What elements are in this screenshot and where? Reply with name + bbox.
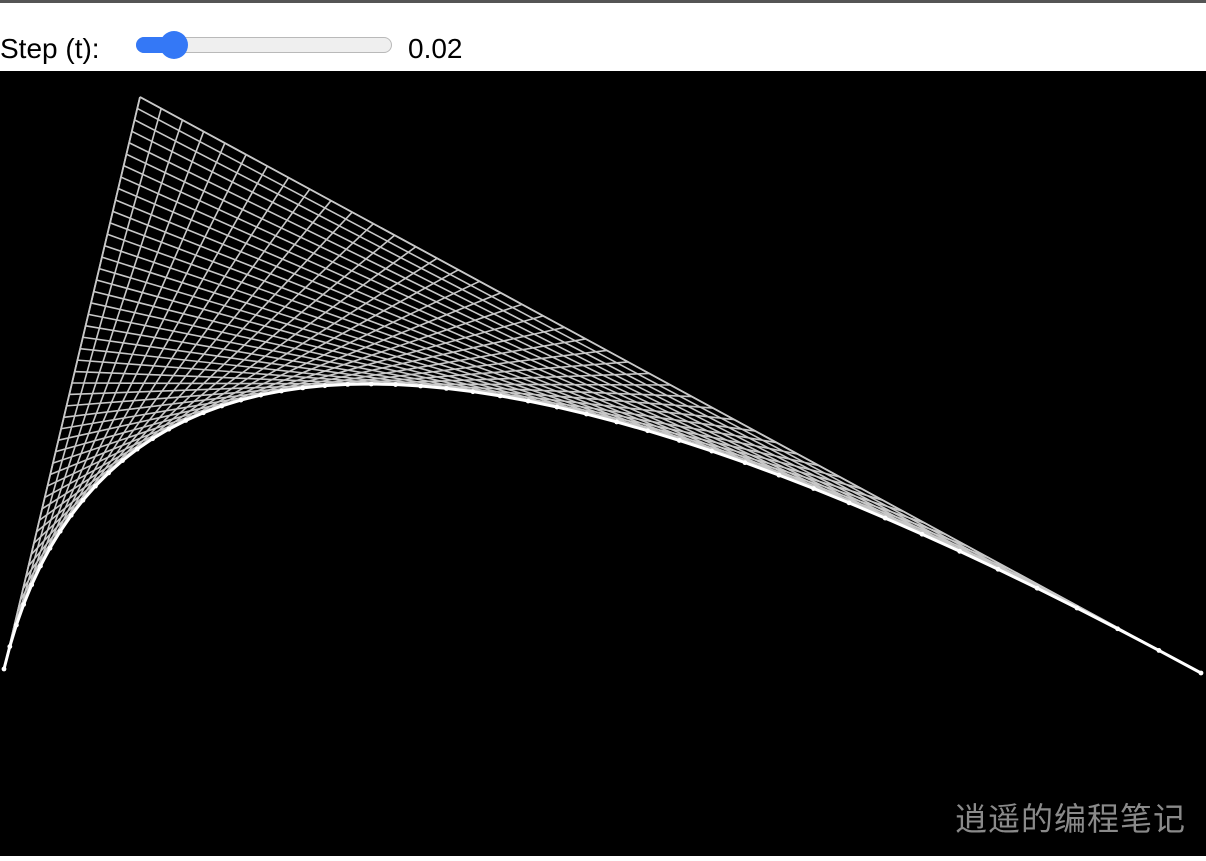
construction-line <box>136 107 1181 663</box>
step-label: Step (t): <box>0 33 100 64</box>
construction-line <box>88 313 798 455</box>
construction-line <box>98 267 883 501</box>
step-value: 0.02 <box>408 33 463 64</box>
bezier-drawing <box>1 96 1204 676</box>
bezier-curve <box>2 382 1202 675</box>
window-top-border <box>0 0 1206 3</box>
step-slider[interactable] <box>136 31 392 59</box>
construction-line <box>93 290 841 478</box>
watermark: 逍遥的编程笔记 <box>954 800 1186 838</box>
slider-thumb[interactable] <box>160 31 188 59</box>
control-polygon-line <box>3 96 141 670</box>
construction-line <box>85 325 777 444</box>
bezier-canvas[interactable]: 逍遥的编程笔记 <box>0 71 1206 856</box>
construction-line <box>101 256 905 513</box>
construction-line <box>90 302 820 467</box>
construction-line <box>134 119 1159 651</box>
construction-line <box>131 130 1138 640</box>
control-polygon-line <box>139 96 1202 674</box>
controls-bar: Step (t): 0.02 <box>0 3 1206 71</box>
construction-line <box>96 279 862 490</box>
